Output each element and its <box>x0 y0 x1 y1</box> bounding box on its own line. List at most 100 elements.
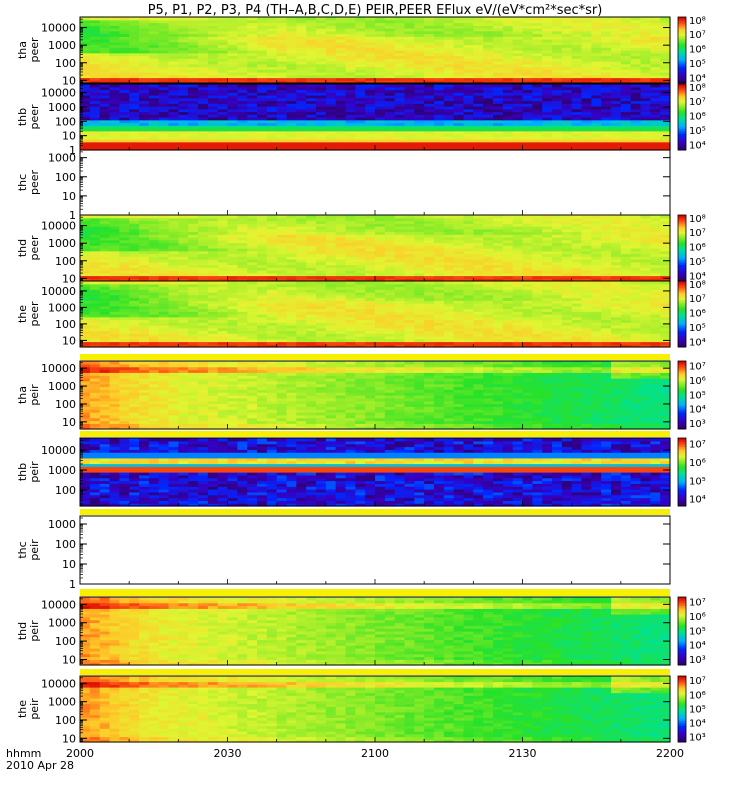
thb-peer-cell <box>345 92 356 96</box>
thd-peer-cell <box>463 259 474 263</box>
thb-peer-cell <box>443 128 455 132</box>
thd-peer-cell <box>119 270 130 274</box>
thd-peer-cell <box>316 215 327 219</box>
tha-peer-cell <box>493 33 504 37</box>
tha-peer-cell <box>463 30 474 35</box>
thd-peer-cell <box>601 275 612 279</box>
tha-peer-cell <box>217 30 229 35</box>
tha-peer-cell <box>266 28 278 32</box>
tha-peer-cell <box>89 39 101 43</box>
colorbar-swatch <box>678 64 686 67</box>
tha-peer-cell <box>453 58 465 62</box>
tha-peer-cell <box>434 33 445 37</box>
tha-peer-cell <box>463 39 474 43</box>
thb-peer-cell <box>414 97 425 102</box>
tha-peer-cell <box>581 66 592 70</box>
tha-peer-cell <box>257 17 268 21</box>
colorbar-tick-label: 10⁷ <box>689 30 706 41</box>
thb-peer-cell <box>434 133 445 137</box>
thb-peer-cell <box>276 97 288 102</box>
thd-peer-cell <box>620 278 632 282</box>
tha-peer-cell <box>630 33 642 37</box>
thb-peer-cell <box>522 86 533 91</box>
thb-peer-cell <box>424 103 435 107</box>
thb-peer-cell <box>306 111 317 115</box>
tha-peer-cell <box>148 72 160 76</box>
tha-peer-cell <box>650 72 661 76</box>
thd-peer-cell <box>188 256 199 260</box>
tha-peer-cell <box>365 44 376 48</box>
thb-peer-cell <box>148 97 160 102</box>
thd-peer-cell <box>552 261 563 266</box>
thd-peer-ytick-label: 100 <box>55 255 76 268</box>
thd-peer-cell <box>660 272 671 277</box>
tha-peer-cell <box>483 33 494 37</box>
thb-peer-cell <box>316 108 327 113</box>
thd-peer-cell <box>434 267 445 271</box>
thb-peer-cell <box>247 103 258 107</box>
thb-peer-cell <box>522 122 533 126</box>
colorbar-swatch <box>678 28 686 31</box>
tha-peer-cell <box>502 52 514 57</box>
tha-peer-cell <box>227 61 238 65</box>
tha-peer-cell <box>443 72 455 76</box>
tha-peer-cell <box>630 61 642 65</box>
thb-peer-cell <box>129 128 140 132</box>
tha-peer-cell <box>168 47 179 51</box>
thb-peer-cell <box>611 122 622 126</box>
thb-peer-cell <box>620 103 632 107</box>
thb-peer-cell <box>345 141 356 146</box>
tha-peer-cell <box>316 22 327 26</box>
thd-peer-cell <box>532 270 543 274</box>
tha-peer-cell <box>217 63 229 68</box>
thb-peer-cell <box>335 117 347 121</box>
thb-peer-cell <box>463 117 474 121</box>
tha-peer-cell <box>296 33 307 37</box>
thd-peer-cell <box>424 278 435 282</box>
thb-peer-cell <box>119 130 130 135</box>
tha-peer-cell <box>502 66 514 70</box>
colorbar-tick-label: 10⁶ <box>689 45 706 56</box>
thd-peer-cell <box>325 253 337 257</box>
tha-peer-cell <box>473 50 484 54</box>
thb-peer-cell <box>463 111 474 115</box>
thd-peer-cell <box>306 242 317 246</box>
thd-peer-cell <box>630 272 642 277</box>
thd-peer-cell <box>522 248 533 252</box>
tha-peer-cell <box>522 33 533 37</box>
tha-peer-cell <box>345 52 356 57</box>
thd-peer-cell <box>552 237 563 241</box>
tha-peer-cell <box>512 72 524 76</box>
tha-peer-cell <box>375 39 386 43</box>
thb-peer-cell <box>188 119 199 124</box>
tha-peer-cell <box>237 72 248 76</box>
thd-peer-cell <box>306 256 317 260</box>
thd-peer-cell <box>650 259 661 263</box>
thd-peer-cell <box>552 278 563 282</box>
thb-peer-cell <box>512 119 524 124</box>
thd-peer-cell <box>384 278 396 282</box>
thb-peer-cell <box>502 136 514 140</box>
tha-peer-cell <box>217 74 229 79</box>
tha-peer-cell <box>591 63 602 68</box>
tha-peer-cell <box>660 44 671 48</box>
thb-peer-cell <box>660 95 671 99</box>
thb-peer-cell <box>80 144 91 148</box>
thb-peer-cell <box>552 92 563 96</box>
tha-peer-cell <box>207 17 219 21</box>
thb-peer-cell <box>384 122 396 126</box>
tha-peer-cell <box>611 47 622 51</box>
tha-peer-cell <box>237 47 248 51</box>
tha-peer-cell <box>257 39 268 43</box>
colorbar-swatch <box>678 41 686 44</box>
thd-peer-cell <box>109 239 120 244</box>
tha-peer-cell <box>601 55 612 59</box>
thd-peer-cell <box>296 256 307 260</box>
thd-peer-cell <box>148 228 160 233</box>
thd-peer-cell <box>89 228 101 233</box>
colorbar-swatch <box>678 146 686 149</box>
tha-peer-cell <box>650 74 661 79</box>
tha-peer-cell <box>188 25 199 29</box>
thb-peer-cell <box>620 86 632 91</box>
thb-peer-cell <box>227 111 238 115</box>
